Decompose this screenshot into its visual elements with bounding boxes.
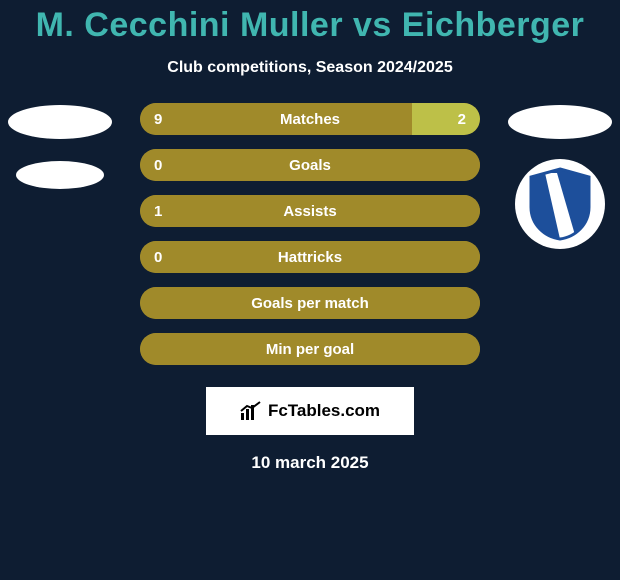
bar-value-left: 0 [140, 157, 186, 174]
stat-bars: 9Matches20Goals1Assists0HattricksGoals p… [140, 103, 480, 365]
bar-value-left: 0 [140, 249, 186, 266]
bar-value-left: 1 [140, 203, 186, 220]
bar-value-right: 2 [434, 111, 480, 128]
bar-label: Min per goal [186, 341, 434, 358]
club-shield-icon [527, 167, 593, 241]
left-player-secondary [16, 161, 104, 189]
stat-bar: 9Matches2 [140, 103, 480, 135]
bar-label: Assists [186, 203, 434, 220]
content: 9Matches20Goals1Assists0HattricksGoals p… [0, 103, 620, 365]
right-side [500, 103, 620, 249]
left-player-avatar [8, 105, 112, 139]
bar-value-left: 9 [140, 111, 186, 128]
brand-box[interactable]: FcTables.com [206, 387, 414, 435]
bar-label: Goals per match [186, 295, 434, 312]
brand-text: FcTables.com [268, 401, 380, 421]
right-club-logo [515, 159, 605, 249]
page-title: M. Cecchini Muller vs Eichberger [0, 6, 620, 45]
subtitle: Club competitions, Season 2024/2025 [0, 59, 620, 77]
stat-bar: Goals per match [140, 287, 480, 319]
bar-label: Matches [186, 111, 434, 128]
date: 10 march 2025 [0, 453, 620, 473]
stat-bar: Min per goal [140, 333, 480, 365]
brand-chart-icon [240, 401, 262, 421]
bar-label: Hattricks [186, 249, 434, 266]
bar-label: Goals [186, 157, 434, 174]
stat-bar: 0Hattricks [140, 241, 480, 273]
right-player-avatar [508, 105, 612, 139]
page: M. Cecchini Muller vs Eichberger Club co… [0, 0, 620, 580]
stat-bar: 0Goals [140, 149, 480, 181]
left-side [0, 103, 120, 189]
stat-bar: 1Assists [140, 195, 480, 227]
